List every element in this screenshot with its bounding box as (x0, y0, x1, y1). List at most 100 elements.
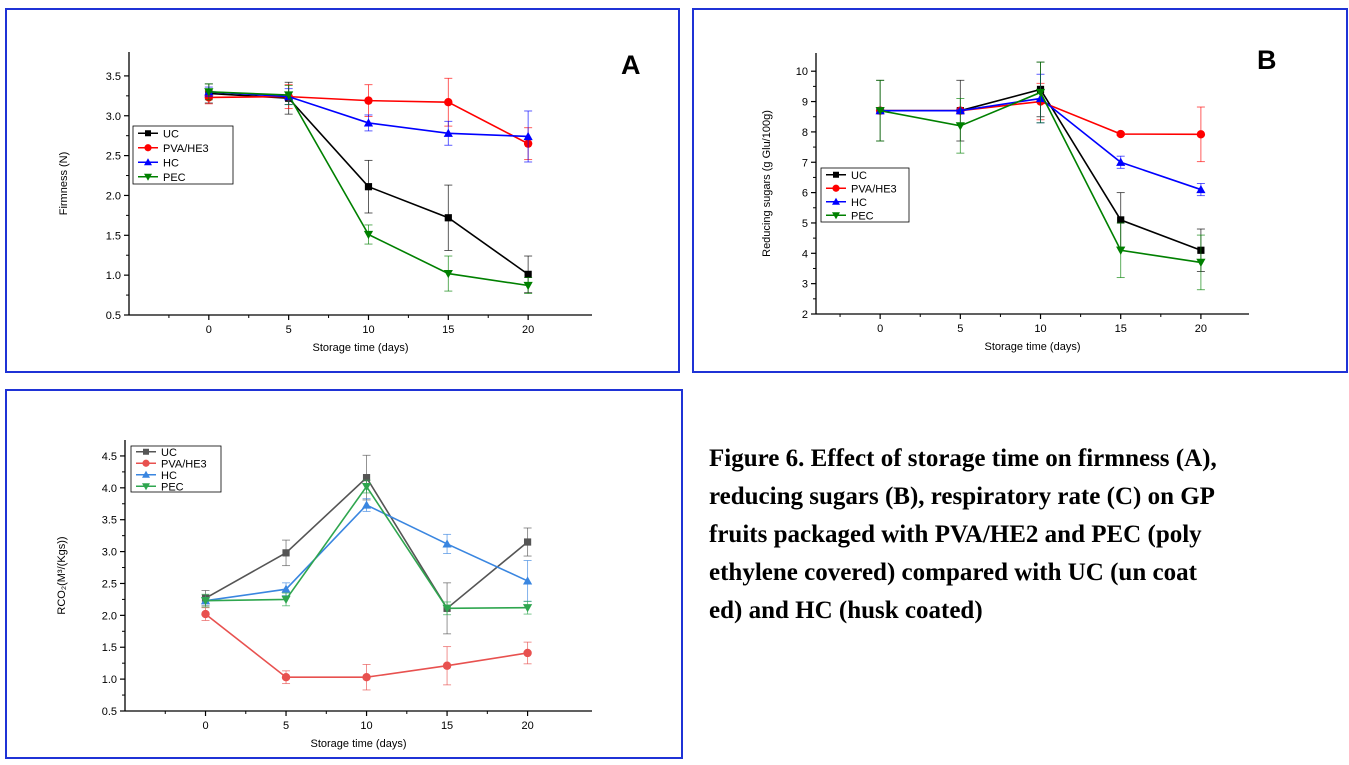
caption-line: ed) and HC (husk coated) (709, 597, 983, 624)
data-point (1196, 258, 1206, 268)
data-point (200, 597, 211, 606)
y-tick-label: 4.0 (102, 483, 117, 495)
y-tick-label: 6 (802, 188, 808, 200)
data-point (362, 474, 371, 482)
caption-line: ethylene covered) compared with UC (un c… (709, 559, 1197, 586)
data-point (281, 595, 291, 605)
y-tick-label: 8 (802, 127, 808, 139)
y-axis-label: Reducing sugars (g Glu/100g) (761, 110, 773, 257)
legend-marker (833, 171, 839, 178)
y-tick-label: 3.5 (102, 515, 117, 527)
legend-marker (832, 184, 840, 192)
y-tick-label: 7 (802, 157, 808, 169)
data-point (522, 576, 533, 585)
y-tick-label: 4.5 (102, 451, 117, 463)
reducing-sugars-chart: 0 5 10 15 20 2 3 4 5 6 7 8 9 10 Storage time (days) Red… (761, 45, 1277, 353)
series-pec (875, 61, 1206, 291)
data-point (364, 183, 373, 191)
legend-label: UC (163, 128, 179, 140)
caption-line: Figure 6. Effect of storage time on firm… (709, 445, 1217, 472)
data-point (1196, 184, 1206, 194)
data-point (281, 673, 291, 682)
x-tick-label: 10 (1034, 323, 1046, 335)
series-hc (200, 498, 533, 605)
y-tick-label: 3.5 (106, 71, 121, 83)
y-tick-label: 3 (802, 279, 808, 291)
figure-caption: Figure 6. Effect of storage time on firm… (709, 440, 1349, 630)
data-point (1116, 246, 1126, 255)
x-axis-label: Storage time (days) (311, 738, 407, 750)
legend-marker (144, 144, 152, 152)
data-point (523, 131, 533, 141)
data-point (444, 214, 452, 222)
data-point (284, 91, 294, 100)
x-tick-label: 0 (206, 324, 212, 336)
data-point (1116, 129, 1125, 139)
y-tick-label: 2.0 (106, 190, 121, 202)
data-point (443, 128, 453, 137)
y-tick-label: 2.5 (102, 578, 117, 590)
legend-marker (145, 130, 151, 137)
data-point (361, 500, 372, 509)
data-point (443, 269, 453, 279)
legend-label: PEC (163, 172, 186, 184)
data-point (362, 673, 371, 682)
data-point (442, 604, 452, 613)
y-tick-label: 0.5 (102, 706, 117, 718)
legend-label: HC (851, 197, 867, 209)
legend-marker (142, 459, 150, 467)
panel-letter: A (621, 50, 641, 80)
x-tick-label: 5 (957, 323, 963, 335)
x-tick-label: 20 (1195, 323, 1207, 335)
legend-label: PVA/HE3 (163, 143, 209, 155)
panel-letter: B (1257, 45, 1277, 75)
data-point (1035, 88, 1046, 98)
y-tick-label: 3.0 (102, 547, 117, 559)
data-point (442, 661, 452, 670)
data-point (523, 281, 533, 291)
chart-panel-c: 0 5 10 15 20 0.5 1.0 1.5 2.0 2.5 3.0 3.5 4.0 4.5 Stora… (5, 389, 683, 759)
data-point (1196, 130, 1206, 139)
data-point (524, 270, 532, 278)
x-tick-label: 5 (286, 324, 292, 336)
x-tick-label: 10 (360, 720, 372, 732)
series-pec (204, 83, 533, 294)
legend-marker (143, 448, 149, 455)
legend-label: PVA/HE3 (851, 183, 897, 195)
x-tick-label: 20 (521, 720, 533, 732)
y-tick-label: 5 (802, 218, 808, 230)
y-tick-label: 2.5 (106, 151, 121, 163)
y-tick-label: 1.0 (102, 674, 117, 686)
x-tick-label: 0 (877, 323, 883, 335)
y-tick-label: 4 (802, 248, 808, 260)
data-point (875, 107, 885, 116)
data-point (444, 98, 453, 107)
y-tick-label: 0.5 (106, 310, 121, 322)
data-point (442, 539, 452, 548)
data-point (364, 96, 373, 105)
x-axis-label: Storage time (days) (985, 341, 1081, 353)
y-axis-label: RCO₂(M³/(Kgs)) (56, 536, 68, 614)
data-point (201, 609, 210, 619)
y-tick-label: 2 (802, 309, 808, 321)
legend-marker (142, 483, 150, 491)
series-line (205, 504, 528, 602)
chart-panel-b: 0 5 10 15 20 2 3 4 5 6 7 8 9 10 Storage time (days) Red… (692, 8, 1348, 373)
legend-marker (142, 470, 150, 478)
x-tick-label: 15 (441, 720, 453, 732)
data-point (1116, 157, 1126, 166)
y-tick-label: 1.5 (102, 642, 117, 654)
x-tick-label: 0 (202, 720, 208, 732)
series-uc (201, 454, 532, 635)
data-point (523, 538, 532, 546)
x-tick-label: 15 (1115, 323, 1127, 335)
y-axis-label: Firmness (N) (58, 152, 70, 216)
series-pva-he3 (201, 607, 532, 691)
data-point (363, 230, 374, 240)
legend-label: UC (161, 447, 177, 459)
data-point (1117, 216, 1125, 224)
caption-line: fruits packaged with PVA/HE2 and PEC (po… (709, 521, 1202, 548)
data-point (281, 584, 291, 593)
